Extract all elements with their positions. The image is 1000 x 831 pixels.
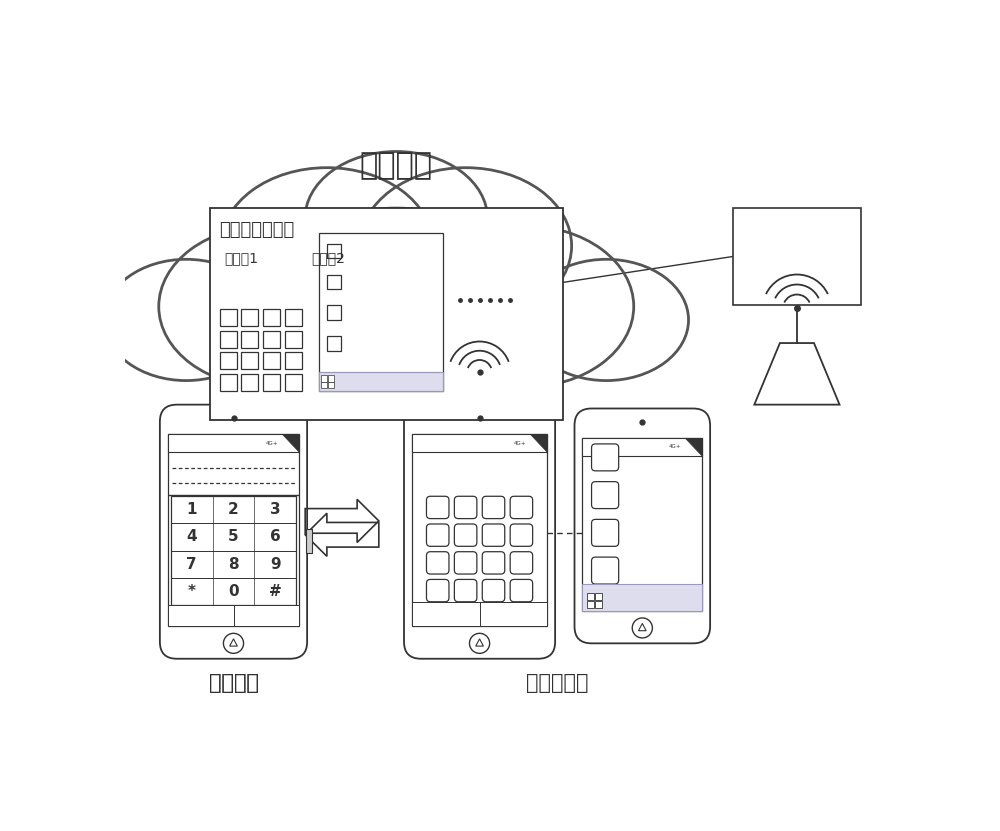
Ellipse shape bbox=[104, 259, 268, 381]
Text: 云计算模式: 云计算模式 bbox=[526, 673, 588, 693]
Text: 4: 4 bbox=[186, 529, 197, 544]
Text: 基础模式: 基础模式 bbox=[208, 673, 258, 693]
Bar bbox=[241, 331, 258, 347]
Text: 2: 2 bbox=[228, 503, 239, 518]
FancyBboxPatch shape bbox=[592, 557, 619, 584]
Bar bbox=[263, 352, 280, 369]
Bar bbox=[582, 438, 702, 456]
Text: 6: 6 bbox=[270, 529, 281, 544]
Text: 8: 8 bbox=[228, 557, 239, 572]
Bar bbox=[285, 374, 302, 391]
FancyBboxPatch shape bbox=[454, 579, 477, 602]
FancyBboxPatch shape bbox=[426, 552, 449, 574]
Bar bbox=[306, 529, 312, 553]
Ellipse shape bbox=[524, 259, 689, 381]
Text: 1: 1 bbox=[186, 503, 197, 518]
Text: #: # bbox=[269, 583, 282, 599]
Text: 4G+: 4G+ bbox=[266, 440, 278, 445]
Bar bbox=[168, 434, 299, 452]
Bar bbox=[285, 309, 302, 326]
Ellipse shape bbox=[305, 151, 488, 286]
FancyBboxPatch shape bbox=[482, 524, 505, 546]
Bar bbox=[582, 584, 702, 611]
FancyBboxPatch shape bbox=[510, 496, 533, 519]
Bar bbox=[263, 374, 280, 391]
FancyBboxPatch shape bbox=[482, 579, 505, 602]
Bar bbox=[412, 602, 547, 627]
Text: 5: 5 bbox=[228, 529, 239, 544]
Bar bbox=[321, 376, 327, 381]
Bar bbox=[326, 305, 341, 320]
Text: 4G+: 4G+ bbox=[514, 440, 526, 445]
Bar bbox=[595, 601, 602, 608]
Bar bbox=[285, 352, 302, 369]
Bar bbox=[220, 374, 237, 391]
Bar bbox=[285, 331, 302, 347]
FancyBboxPatch shape bbox=[454, 552, 477, 574]
Bar bbox=[412, 434, 547, 452]
Bar bbox=[241, 374, 258, 391]
Text: 7: 7 bbox=[186, 557, 197, 572]
Bar bbox=[326, 274, 341, 289]
Polygon shape bbox=[530, 434, 547, 452]
Bar bbox=[326, 336, 341, 351]
FancyBboxPatch shape bbox=[160, 405, 307, 659]
Bar bbox=[587, 593, 594, 600]
Text: 3: 3 bbox=[270, 503, 281, 518]
Ellipse shape bbox=[221, 168, 433, 324]
Bar bbox=[319, 233, 443, 391]
Bar bbox=[263, 331, 280, 347]
Ellipse shape bbox=[415, 225, 634, 387]
Bar bbox=[168, 605, 299, 627]
FancyBboxPatch shape bbox=[482, 496, 505, 519]
Polygon shape bbox=[282, 434, 299, 452]
FancyBboxPatch shape bbox=[510, 579, 533, 602]
Text: 云端虚拟系统组: 云端虚拟系统组 bbox=[220, 221, 295, 238]
FancyBboxPatch shape bbox=[404, 405, 555, 659]
Bar bbox=[328, 382, 334, 388]
Bar bbox=[326, 243, 341, 258]
FancyBboxPatch shape bbox=[592, 482, 619, 509]
FancyBboxPatch shape bbox=[592, 444, 619, 471]
Bar bbox=[220, 331, 237, 347]
Bar bbox=[263, 309, 280, 326]
Text: 云系统2: 云系统2 bbox=[311, 251, 345, 265]
Bar bbox=[171, 496, 296, 605]
Bar bbox=[220, 309, 237, 326]
Bar bbox=[168, 434, 299, 627]
Bar bbox=[321, 382, 327, 388]
FancyBboxPatch shape bbox=[482, 552, 505, 574]
Text: 9: 9 bbox=[270, 557, 281, 572]
Bar bbox=[319, 372, 443, 391]
Bar bbox=[582, 438, 702, 611]
FancyBboxPatch shape bbox=[574, 409, 710, 643]
FancyBboxPatch shape bbox=[426, 579, 449, 602]
Text: 基础模式: 基础模式 bbox=[208, 673, 258, 693]
Bar bbox=[210, 209, 563, 420]
FancyBboxPatch shape bbox=[426, 496, 449, 519]
Polygon shape bbox=[685, 438, 702, 456]
Bar bbox=[220, 352, 237, 369]
Ellipse shape bbox=[159, 225, 378, 387]
Ellipse shape bbox=[254, 208, 539, 418]
FancyBboxPatch shape bbox=[592, 519, 619, 546]
Text: 云服务器: 云服务器 bbox=[360, 151, 433, 180]
FancyBboxPatch shape bbox=[426, 524, 449, 546]
Text: 0: 0 bbox=[228, 583, 239, 599]
Bar bbox=[412, 434, 547, 627]
Bar bbox=[587, 601, 594, 608]
Bar bbox=[241, 352, 258, 369]
FancyBboxPatch shape bbox=[454, 496, 477, 519]
Bar bbox=[328, 376, 334, 381]
FancyBboxPatch shape bbox=[454, 524, 477, 546]
FancyBboxPatch shape bbox=[510, 524, 533, 546]
Bar bbox=[241, 309, 258, 326]
Text: 4G+: 4G+ bbox=[669, 445, 682, 450]
Bar bbox=[733, 209, 861, 304]
FancyBboxPatch shape bbox=[510, 552, 533, 574]
Ellipse shape bbox=[360, 168, 572, 324]
Text: 云系统1: 云系统1 bbox=[224, 251, 258, 265]
Text: *: * bbox=[188, 583, 196, 599]
Bar bbox=[595, 593, 602, 600]
